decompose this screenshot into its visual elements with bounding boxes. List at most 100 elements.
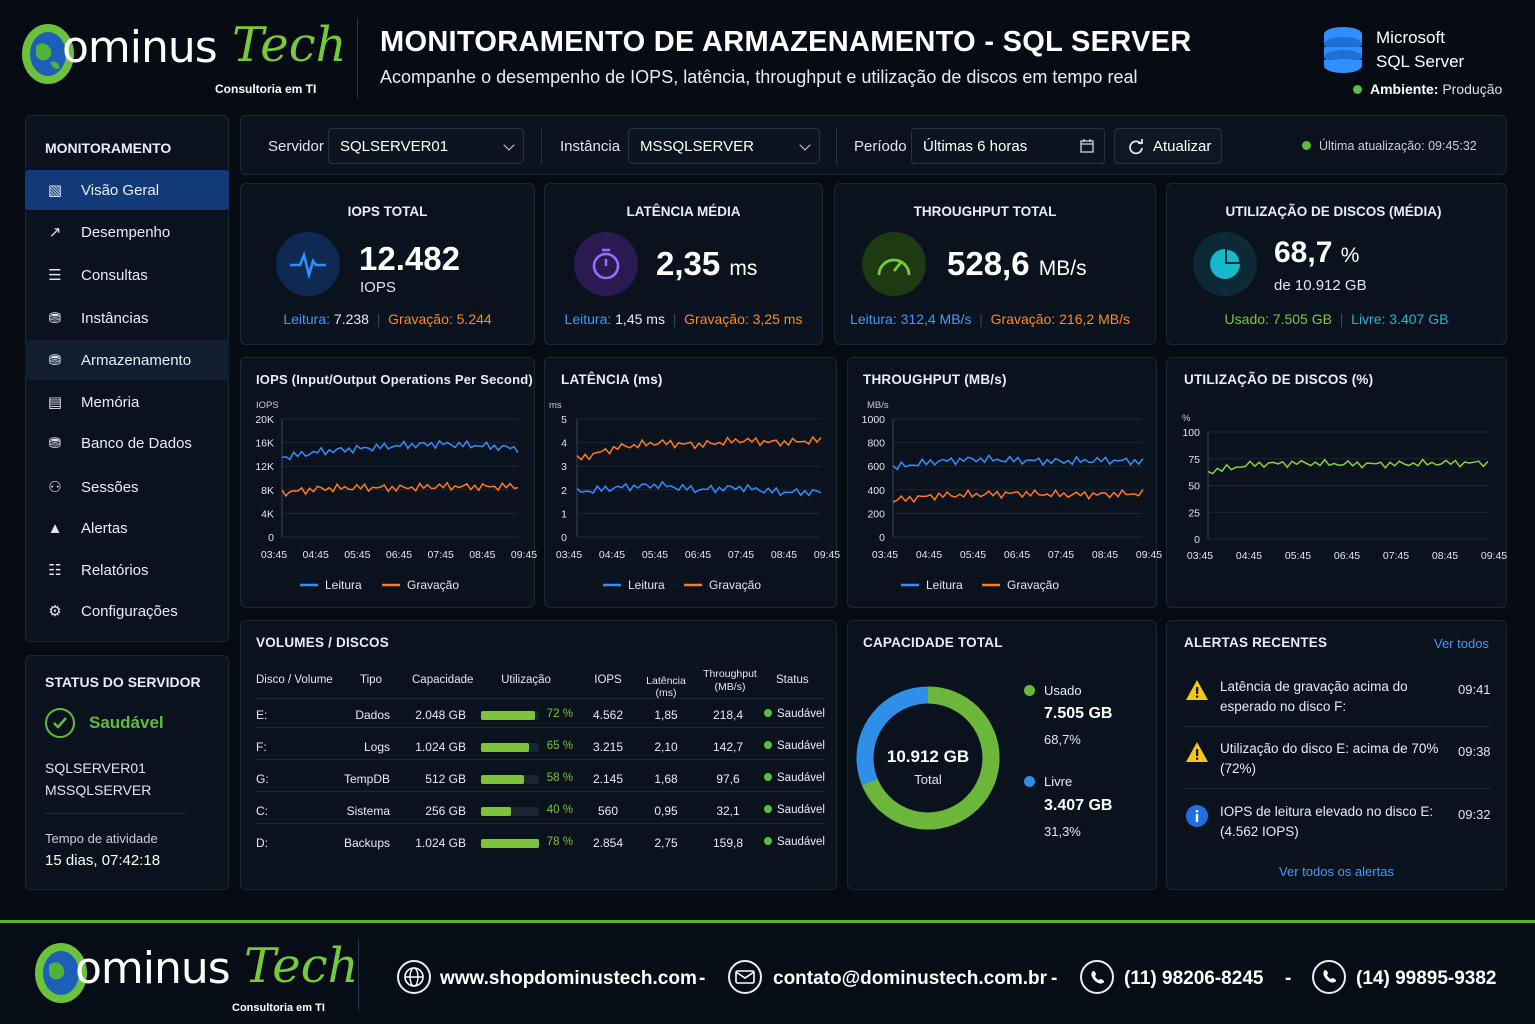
x-tick-label: 07:45 bbox=[1048, 549, 1074, 561]
y-tick-label: 50 bbox=[1188, 481, 1200, 493]
kpi-iops-value: 12.482 bbox=[359, 240, 460, 277]
series-line-gravação bbox=[576, 435, 822, 461]
sidebar-item-8[interactable]: ▲ Alertas bbox=[25, 508, 229, 548]
refresh-icon bbox=[1129, 139, 1143, 155]
table-cell-util_text: 40 % bbox=[546, 804, 573, 816]
capacity-free-pct: 31,3% bbox=[1044, 824, 1081, 839]
x-tick-label: 04:45 bbox=[303, 549, 329, 561]
capacity-free: 3.407 GB bbox=[1044, 797, 1113, 814]
page-subtitle: Acompanhe o desempenho de IOPS, latência… bbox=[380, 67, 1138, 87]
sidebar-item-3[interactable]: ⛃ Instâncias bbox=[25, 298, 229, 338]
x-tick-label: 09:45 bbox=[1481, 550, 1507, 562]
server-select[interactable]: SQLSERVER01 bbox=[328, 128, 524, 164]
capacity-used: 7.505 GB bbox=[1044, 705, 1113, 722]
legend-used-dot bbox=[1024, 685, 1035, 696]
x-tick-label: 06:45 bbox=[386, 549, 412, 561]
utilization-bar-fill bbox=[481, 807, 511, 816]
kpi-throughput-write: 216,2 MB/s bbox=[1059, 311, 1130, 327]
users-icon: ⚇ bbox=[48, 479, 62, 496]
sidebar-item-6[interactable]: ⛃ Banco de Dados bbox=[25, 423, 229, 463]
chart-panel-usage bbox=[1166, 357, 1507, 608]
table-cell-cap: 1.024 GB bbox=[415, 836, 466, 850]
instance-select-value: MSSQLSERVER bbox=[640, 138, 754, 155]
table-cell-disk: F: bbox=[256, 740, 267, 754]
check-circle-icon bbox=[45, 708, 75, 738]
y-tick-label: 0 bbox=[879, 532, 885, 544]
instance-select[interactable]: MSSQLSERVER bbox=[628, 128, 820, 164]
status-text: Saudável bbox=[777, 836, 825, 848]
table-cell-cap: 256 GB bbox=[425, 804, 466, 818]
sidebar-item-1[interactable]: ↗ Desempenho bbox=[25, 212, 229, 252]
memory-icon: ▤ bbox=[47, 394, 63, 411]
capacity-total-label: Total bbox=[914, 772, 942, 787]
alerts-title: ALERTAS RECENTES bbox=[1184, 635, 1328, 650]
y-tick-label: 3 bbox=[561, 461, 567, 473]
alert-warning-icon bbox=[1185, 679, 1209, 703]
sidebar-item-5[interactable]: ▤ Memória bbox=[25, 382, 229, 422]
alerts-see-all-link[interactable]: Ver todos bbox=[1434, 636, 1489, 651]
sidebar-item-label: Memória bbox=[81, 393, 140, 411]
sidebar-item-0[interactable]: ▧ Visão Geral bbox=[25, 170, 229, 210]
alerts-see-all-bottom-link[interactable]: Ver todos os alertas bbox=[1279, 864, 1394, 879]
y-tick-label: 800 bbox=[867, 438, 885, 450]
table-cell-util_text: 65 % bbox=[546, 740, 573, 752]
table-header: Throughput (MB/s) bbox=[703, 668, 757, 693]
sidebar-item-9[interactable]: ☷ Relatórios bbox=[25, 550, 229, 590]
sidebar-item-10[interactable]: ⚙ Configurações bbox=[25, 591, 229, 631]
table-cell-thr: 218,4 bbox=[712, 708, 744, 722]
utilization-bar bbox=[481, 839, 539, 848]
sidebar-item-2[interactable]: ☰ Consultas bbox=[25, 255, 229, 295]
status-text: Saudável bbox=[777, 740, 825, 752]
table-cell-disk: D: bbox=[256, 836, 268, 850]
footer-email-link[interactable]: contato@dominustech.com.br bbox=[773, 968, 1047, 989]
x-tick-label: 09:45 bbox=[1136, 549, 1162, 561]
footer: ominus Tech Consultoria em TI www.shopdo… bbox=[0, 920, 1535, 1024]
kpi-throughput-split: Leitura: 312,4 MB/s | Gravação: 216,2 MB… bbox=[850, 311, 1130, 327]
utilization-bar-fill bbox=[481, 743, 529, 752]
sidebar-item-7[interactable]: ⚇ Sessões bbox=[25, 467, 229, 507]
x-tick-label: 06:45 bbox=[685, 549, 711, 561]
x-tick-label: 06:45 bbox=[1004, 549, 1030, 561]
kpi-throughput-read-label: Leitura: bbox=[850, 311, 897, 327]
footer-brand-tech: Tech bbox=[244, 938, 359, 994]
period-filter-label: Período bbox=[854, 138, 907, 155]
kpi-iops-read-label: Leitura: bbox=[283, 311, 331, 327]
last-update: Última atualização: 09:45:32 bbox=[1302, 139, 1477, 153]
x-tick-label: 03:45 bbox=[261, 549, 287, 561]
chart-1: ms 0 1 2 3 4 5 03:45 04:45 05:45 06:45 07:45 08:45 09… bbox=[549, 400, 840, 592]
header-divider bbox=[357, 18, 358, 98]
footer-separator: - bbox=[699, 968, 706, 989]
kpi-latency-write-label: Gravação: bbox=[684, 311, 749, 327]
legend-label: Leitura bbox=[926, 578, 963, 592]
y-tick-label: 200 bbox=[867, 508, 885, 520]
chart-panel-latency bbox=[544, 357, 837, 608]
chart-2: MB/s 0 200 400 600 800 1000 03:45 04:45 05:45 06:4… bbox=[862, 400, 1163, 592]
sidebar-item-label: Consultas bbox=[81, 266, 148, 284]
kpi-throughput-read: 312,4 MB/s bbox=[900, 311, 972, 327]
server-status-panel bbox=[25, 655, 229, 890]
instance-filter-label: Instância bbox=[560, 138, 621, 155]
live-status-dot bbox=[1302, 141, 1311, 150]
sidebar-item-label: Visão Geral bbox=[81, 181, 160, 199]
capacity-used-pct: 68,7% bbox=[1044, 732, 1081, 747]
footer-phone2[interactable]: (14) 99895-9382 bbox=[1356, 968, 1497, 989]
status-dot bbox=[764, 773, 772, 781]
table-cell-cap: 1.024 GB bbox=[415, 740, 466, 754]
sidebar-item-4[interactable]: ⛃ Armazenamento bbox=[25, 340, 229, 380]
status-badge: Saudável bbox=[764, 804, 825, 816]
y-unit-label: ms bbox=[549, 400, 562, 411]
capacity-donut bbox=[856, 686, 1000, 830]
table-cell-lat: 2,10 bbox=[654, 740, 678, 754]
status-text: Saudável bbox=[777, 804, 825, 816]
refresh-button[interactable]: Atualizar bbox=[1114, 128, 1222, 164]
series-line-gravação bbox=[281, 481, 519, 498]
brand-name-tech: Tech bbox=[232, 17, 347, 73]
footer-phone1[interactable]: (11) 98206-8245 bbox=[1124, 968, 1264, 989]
footer-website-link[interactable]: www.shopdominustech.com bbox=[440, 968, 697, 989]
x-tick-label: 09:45 bbox=[511, 549, 537, 561]
status-dot bbox=[764, 805, 772, 813]
y-tick-label: 16K bbox=[255, 438, 274, 450]
server-health-state: Saudável bbox=[89, 713, 164, 732]
period-select[interactable]: Últimas 6 horas bbox=[911, 128, 1105, 164]
